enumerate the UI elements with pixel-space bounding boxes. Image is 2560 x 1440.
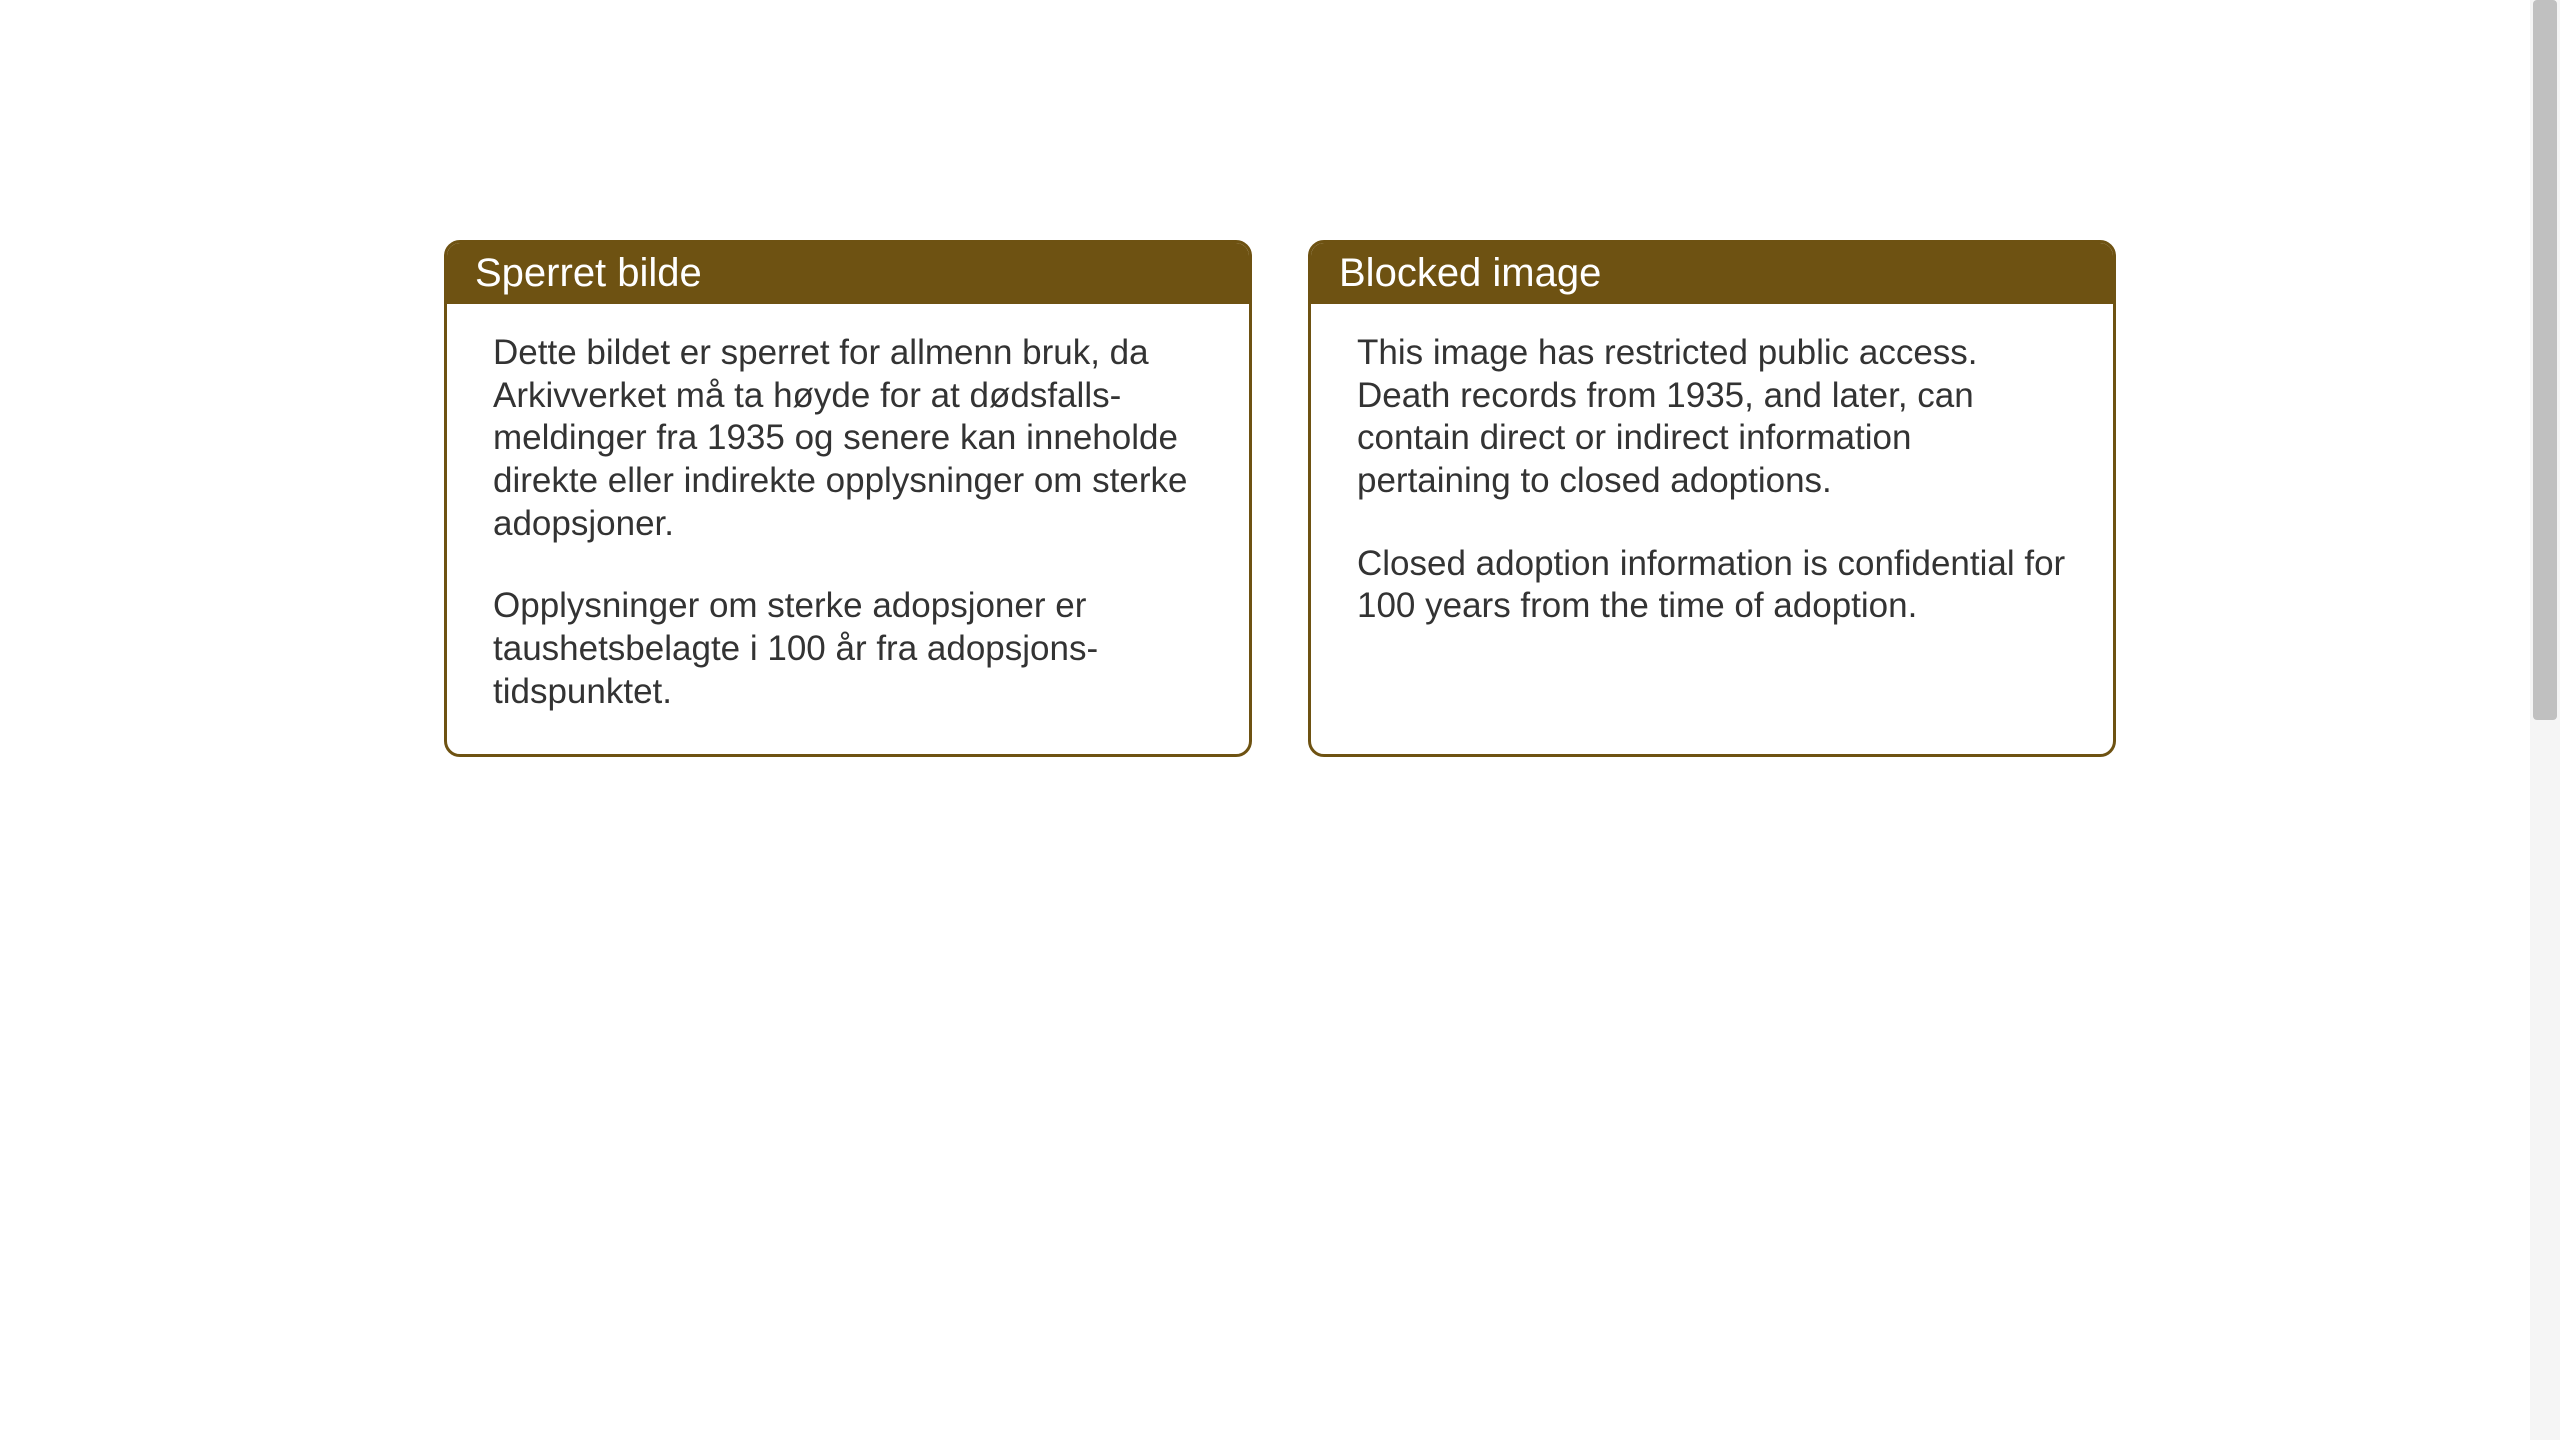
scrollbar-track[interactable] bbox=[2530, 0, 2560, 1440]
english-notice-card: Blocked image This image has restricted … bbox=[1308, 240, 2116, 757]
norwegian-card-title: Sperret bilde bbox=[447, 243, 1249, 304]
norwegian-card-body: Dette bildet er sperret for allmenn bruk… bbox=[447, 304, 1249, 754]
english-paragraph-1: This image has restricted public access.… bbox=[1357, 332, 2067, 503]
scrollbar-thumb[interactable] bbox=[2533, 0, 2557, 720]
norwegian-notice-card: Sperret bilde Dette bildet er sperret fo… bbox=[444, 240, 1252, 757]
norwegian-paragraph-2: Opplysninger om sterke adopsjoner er tau… bbox=[493, 585, 1203, 713]
english-card-body: This image has restricted public access.… bbox=[1311, 304, 2113, 668]
english-paragraph-2: Closed adoption information is confident… bbox=[1357, 543, 2067, 628]
notice-cards-container: Sperret bilde Dette bildet er sperret fo… bbox=[444, 240, 2116, 757]
english-card-title: Blocked image bbox=[1311, 243, 2113, 304]
norwegian-paragraph-1: Dette bildet er sperret for allmenn bruk… bbox=[493, 332, 1203, 545]
